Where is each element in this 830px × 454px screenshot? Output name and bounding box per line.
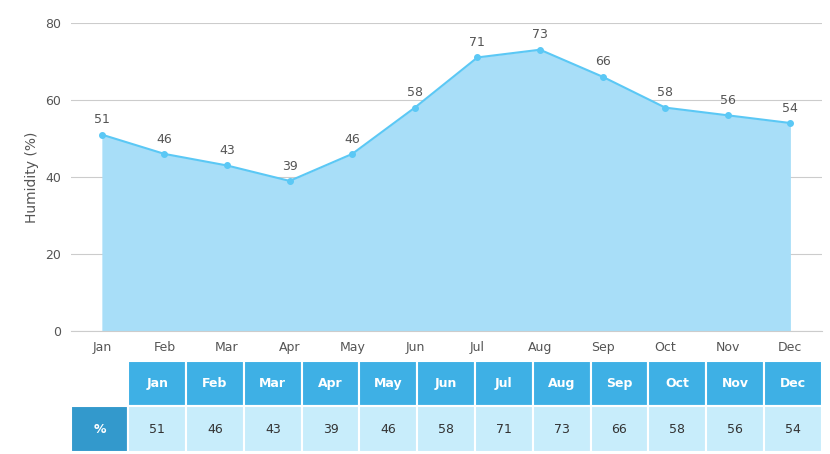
Text: 58: 58 xyxy=(407,86,422,99)
Text: 71: 71 xyxy=(496,423,512,435)
Text: 43: 43 xyxy=(265,423,281,435)
Text: 73: 73 xyxy=(532,29,548,41)
Text: 43: 43 xyxy=(219,144,235,157)
Text: 58: 58 xyxy=(669,423,686,435)
Text: 71: 71 xyxy=(470,36,486,49)
Text: Aug: Aug xyxy=(548,377,575,390)
Text: 56: 56 xyxy=(727,423,743,435)
Text: May: May xyxy=(374,377,403,390)
Text: 46: 46 xyxy=(157,133,173,146)
Text: 58: 58 xyxy=(438,423,454,435)
Text: Jul: Jul xyxy=(495,377,513,390)
Text: 51: 51 xyxy=(149,423,165,435)
Text: 54: 54 xyxy=(785,423,801,435)
Text: Jan: Jan xyxy=(146,377,168,390)
Text: 58: 58 xyxy=(657,86,673,99)
Legend: Average Humidity(%): Average Humidity(%) xyxy=(354,375,538,399)
Text: 46: 46 xyxy=(208,423,223,435)
Text: Nov: Nov xyxy=(721,377,749,390)
Text: 73: 73 xyxy=(554,423,569,435)
Text: 54: 54 xyxy=(783,102,798,115)
Text: 39: 39 xyxy=(281,160,297,173)
Text: 56: 56 xyxy=(720,94,735,107)
Text: 66: 66 xyxy=(595,55,611,69)
Text: %: % xyxy=(93,423,105,435)
Text: 46: 46 xyxy=(344,133,360,146)
Text: Mar: Mar xyxy=(259,377,286,390)
Text: Feb: Feb xyxy=(203,377,227,390)
Text: 51: 51 xyxy=(94,114,110,126)
Text: 39: 39 xyxy=(323,423,339,435)
Text: 66: 66 xyxy=(612,423,627,435)
Text: Sep: Sep xyxy=(606,377,632,390)
Text: 46: 46 xyxy=(380,423,396,435)
Text: Dec: Dec xyxy=(779,377,806,390)
Text: Jun: Jun xyxy=(435,377,457,390)
Text: Apr: Apr xyxy=(318,377,343,390)
Text: Oct: Oct xyxy=(666,377,689,390)
Y-axis label: Humidity (%): Humidity (%) xyxy=(25,131,39,223)
